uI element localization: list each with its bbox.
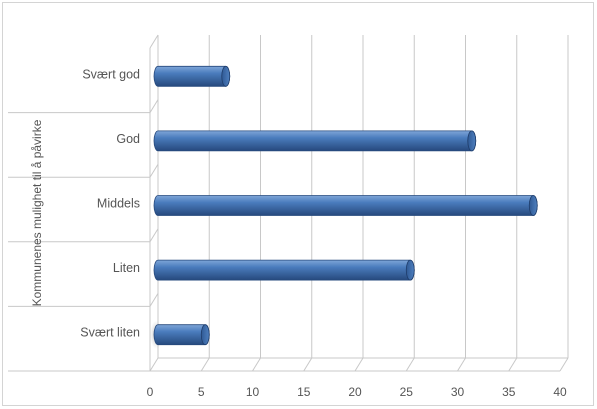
floor-gridline (559, 357, 569, 372)
side-wall-gridline (149, 99, 159, 113)
floor-gridline (354, 357, 364, 372)
floor-gridline (252, 357, 261, 372)
bar-end-cap (528, 195, 538, 216)
x-tick-label: 35 (502, 385, 516, 399)
bar (153, 259, 415, 281)
x-tick-label: 10 (246, 385, 260, 399)
bar (153, 195, 538, 216)
x-tick-label: 0 (147, 385, 154, 399)
x-tick-label: 5 (198, 385, 205, 399)
side-wall-top-edge (149, 34, 159, 49)
category-label: God (116, 132, 140, 146)
bar-body (153, 195, 538, 216)
bar-end-cap (467, 130, 477, 152)
bar-end-cap (221, 65, 231, 87)
floor-gridline (405, 357, 415, 372)
floor-gridline (149, 357, 159, 372)
x-tick-label: 30 (451, 385, 465, 399)
category-label: Svært liten (80, 326, 140, 340)
bar (150, 320, 210, 349)
category-label: Liten (113, 261, 140, 275)
bar (153, 65, 231, 87)
category-label: Svært god (82, 67, 140, 81)
bar-body (153, 130, 477, 152)
category-label: Middels (97, 197, 140, 211)
bar-body (153, 65, 231, 87)
x-tick-label: 20 (348, 385, 362, 399)
floor-gridline (508, 357, 518, 372)
bar (153, 130, 477, 152)
side-wall-gridline (149, 163, 159, 178)
labels-layer: 0 5 10 15 20 25 30 35 40 Svært god God Middels Liten… (80, 67, 567, 399)
bars-layer (150, 65, 538, 349)
floor-gridline (200, 357, 210, 372)
y-axis-label: Kommunenes mulighet til å påvirke (30, 119, 44, 306)
side-wall-gridline (149, 228, 159, 243)
bar-end-cap (200, 324, 210, 346)
x-tick-label: 40 (553, 385, 567, 399)
bar-body (153, 259, 415, 281)
bar-end-cap (405, 259, 415, 281)
floor-gridline (457, 357, 466, 372)
x-tick-label: 25 (400, 385, 414, 399)
x-tick-label: 15 (297, 385, 311, 399)
floor-gridline (303, 357, 313, 372)
side-wall-gridline (149, 293, 159, 307)
